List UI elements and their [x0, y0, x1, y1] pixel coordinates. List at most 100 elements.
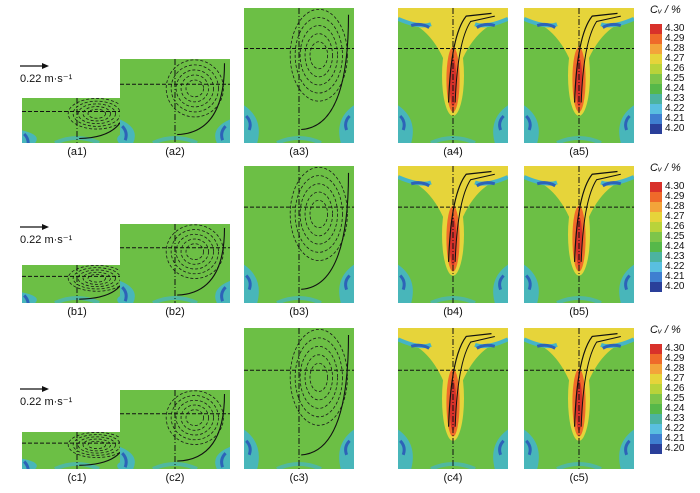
- colorbar-swatch: [650, 192, 662, 202]
- colorbar-swatch: [650, 242, 662, 252]
- colorbar-tick-label: 4.21: [665, 271, 685, 282]
- panel-caption: (c3): [289, 472, 309, 484]
- colorbar-tick-label: 4.30: [665, 181, 685, 192]
- colorbar-swatch: [650, 222, 662, 232]
- contour-plot: [120, 224, 230, 303]
- colorbar-tick-label: 4.23: [665, 251, 685, 262]
- panel-caption: (a4): [443, 146, 463, 158]
- colorbar-tick-label: 4.20: [665, 123, 685, 134]
- contour-plot: [244, 8, 354, 143]
- colorbar-tick-label: 4.22: [665, 423, 685, 434]
- colorbar-tick-label: 4.26: [665, 63, 685, 74]
- colorbar-title: Cᵥ / %: [650, 162, 681, 174]
- colorbar-swatch: [650, 262, 662, 272]
- panel-c3: [244, 328, 354, 469]
- contour-plot: [524, 8, 634, 143]
- colorbar-tick-label: 4.28: [665, 201, 685, 212]
- contour-plot: [398, 328, 508, 469]
- colorbar-tick-label: 4.20: [665, 443, 685, 454]
- colorbar-swatch: [650, 424, 662, 434]
- colorbar-tick-label: 4.24: [665, 83, 685, 94]
- colorbar-tick-label: 4.21: [665, 433, 685, 444]
- colorbar-tick-label: 4.29: [665, 33, 685, 44]
- panel-c1: [22, 432, 132, 469]
- contour-plot: [524, 328, 634, 469]
- panel-caption: (c2): [165, 472, 185, 484]
- colorbar-swatch: [650, 232, 662, 242]
- panel-caption: (b2): [165, 306, 185, 318]
- panel-b2: [120, 224, 230, 303]
- colorbar-swatch: [650, 444, 662, 454]
- colorbar-swatch: [650, 404, 662, 414]
- colorbar-swatch: [650, 282, 662, 292]
- colorbar-swatch: [650, 94, 662, 104]
- contour-plot: [244, 166, 354, 303]
- colorbar-tick-label: 4.22: [665, 103, 685, 114]
- panel-a3: [244, 8, 354, 143]
- contour-plot: [244, 328, 354, 469]
- panel-caption: (c4): [443, 472, 463, 484]
- panel-c4: [398, 328, 508, 469]
- panel-caption: (b1): [67, 306, 87, 318]
- contour-plot: [120, 390, 230, 469]
- panel-a4: [398, 8, 508, 143]
- colorbar-tick-label: 4.28: [665, 363, 685, 374]
- panel-caption: (a5): [569, 146, 589, 158]
- colorbar-tick-label: 4.27: [665, 373, 685, 384]
- velocity-scale-label: 0.22 m·s⁻¹: [20, 234, 73, 246]
- panel-caption: (b5): [569, 306, 589, 318]
- colorbar-tick-label: 4.26: [665, 221, 685, 232]
- panel-b5: [524, 166, 634, 303]
- colorbar-tick-label: 4.21: [665, 113, 685, 124]
- colorbar-swatch: [650, 364, 662, 374]
- scale-arrow-icon: [20, 386, 49, 392]
- colorbar-tick-label: 4.30: [665, 23, 685, 34]
- colorbar-swatch: [650, 212, 662, 222]
- colorbar-swatch: [650, 34, 662, 44]
- colorbar-swatch: [650, 84, 662, 94]
- contour-plot: [398, 8, 508, 143]
- panel-b1: [22, 265, 132, 303]
- colorbar-tick-label: 4.20: [665, 281, 685, 292]
- panel-caption: (c5): [569, 472, 589, 484]
- panel-caption: (a1): [67, 146, 87, 158]
- colorbar-swatch: [650, 252, 662, 262]
- contour-plot: [524, 166, 634, 303]
- panel-caption: (b3): [289, 306, 309, 318]
- velocity-scale-label: 0.22 m·s⁻¹: [20, 73, 73, 85]
- colorbar-tick-label: 4.30: [665, 343, 685, 354]
- colorbar-swatch: [650, 394, 662, 404]
- colorbar-swatch: [650, 74, 662, 84]
- colorbar-swatch: [650, 384, 662, 394]
- panel-caption: (a3): [289, 146, 309, 158]
- contour-plot: [22, 265, 132, 303]
- colorbar-swatch: [650, 272, 662, 282]
- colorbar-title: Cᵥ / %: [650, 4, 681, 16]
- velocity-scale-label: 0.22 m·s⁻¹: [20, 396, 73, 408]
- colorbar-swatch: [650, 434, 662, 444]
- panel-b4: [398, 166, 508, 303]
- contour-plot: [398, 166, 508, 303]
- colorbar-tick-label: 4.24: [665, 241, 685, 252]
- colorbar-tick-label: 4.23: [665, 413, 685, 424]
- panel-c5: [524, 328, 634, 469]
- colorbar-swatch: [650, 182, 662, 192]
- contour-plot: [22, 432, 132, 469]
- scale-arrow-icon: [20, 224, 49, 230]
- colorbar-swatch: [650, 374, 662, 384]
- colorbar-swatch: [650, 64, 662, 74]
- colorbar-tick-label: 4.25: [665, 393, 685, 404]
- colorbar-tick-label: 4.24: [665, 403, 685, 414]
- panel-caption: (a2): [165, 146, 185, 158]
- colorbar-swatch: [650, 44, 662, 54]
- colorbar-swatch: [650, 202, 662, 212]
- colorbar-swatch: [650, 354, 662, 364]
- colorbar-swatch: [650, 54, 662, 64]
- contour-plot: [22, 98, 132, 143]
- contour-plot: [120, 59, 230, 143]
- colorbar-tick-label: 4.25: [665, 231, 685, 242]
- colorbar-tick-label: 4.29: [665, 191, 685, 202]
- colorbar-tick-label: 4.25: [665, 73, 685, 84]
- colorbar-tick-label: 4.23: [665, 93, 685, 104]
- panel-a1: [22, 98, 132, 143]
